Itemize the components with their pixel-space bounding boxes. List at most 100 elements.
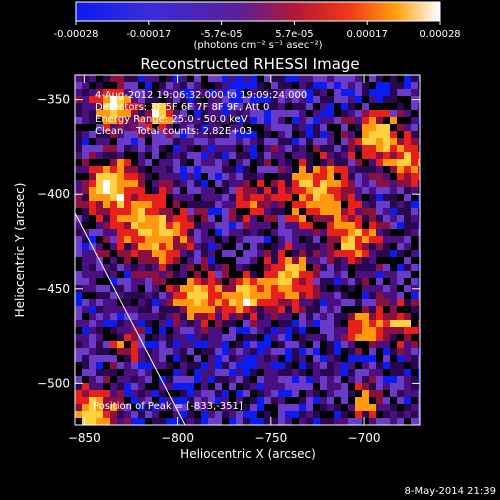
- heatmap-cell: [411, 390, 418, 397]
- heatmap-cell: [327, 306, 334, 313]
- heatmap-cell: [145, 320, 152, 327]
- heatmap-cell: [208, 180, 215, 187]
- heatmap-cell: [383, 383, 390, 390]
- heatmap-cell: [145, 75, 152, 82]
- heatmap-cell: [313, 215, 320, 222]
- heatmap-cell: [173, 180, 180, 187]
- heatmap-cell: [152, 376, 159, 383]
- heatmap-cell: [243, 82, 250, 89]
- heatmap-cell: [355, 96, 362, 103]
- heatmap-cell: [215, 89, 222, 96]
- heatmap-cell: [152, 362, 159, 369]
- heatmap-cell: [390, 173, 397, 180]
- heatmap-cell: [187, 355, 194, 362]
- heatmap-cell: [306, 187, 313, 194]
- heatmap-cell: [75, 341, 82, 348]
- heatmap-cell: [124, 285, 131, 292]
- heatmap-cell: [89, 292, 96, 299]
- heatmap-cell: [194, 222, 201, 229]
- y-axis-label: Heliocentric Y (arcsec): [13, 183, 27, 318]
- heatmap-cell: [264, 264, 271, 271]
- heatmap-cell: [131, 404, 138, 411]
- heatmap-cell: [96, 411, 103, 418]
- heatmap-cell: [334, 117, 341, 124]
- heatmap-cell: [173, 376, 180, 383]
- heatmap-cell: [285, 264, 292, 271]
- heatmap-cell: [404, 89, 411, 96]
- heatmap-cell: [222, 222, 229, 229]
- heatmap-cell: [110, 292, 117, 299]
- heatmap-cell: [194, 208, 201, 215]
- heatmap-cell: [418, 390, 420, 397]
- heatmap-cell: [418, 166, 420, 173]
- heatmap-cell: [327, 299, 334, 306]
- heatmap-cell: [229, 117, 236, 124]
- heatmap-cell: [411, 278, 418, 285]
- heatmap-cell: [96, 96, 103, 103]
- heatmap-cell: [327, 159, 334, 166]
- heatmap-cell: [96, 313, 103, 320]
- heatmap-cell: [215, 250, 222, 257]
- heatmap-cell: [264, 411, 271, 418]
- heatmap-cell: [341, 229, 348, 236]
- heatmap-cell: [278, 96, 285, 103]
- heatmap-cell: [390, 320, 397, 327]
- heatmap-cell: [327, 103, 334, 110]
- heatmap-cell: [299, 82, 306, 89]
- heatmap-cell: [173, 264, 180, 271]
- heatmap-cell: [299, 418, 306, 425]
- heatmap-cell: [355, 229, 362, 236]
- heatmap-cell: [96, 355, 103, 362]
- heatmap-cell: [138, 159, 145, 166]
- heatmap-cell: [397, 327, 404, 334]
- heatmap-cell: [411, 271, 418, 278]
- heatmap-cell: [222, 327, 229, 334]
- heatmap-cell: [131, 327, 138, 334]
- heatmap-cell: [397, 320, 404, 327]
- heatmap-cell: [117, 404, 124, 411]
- heatmap-cell: [250, 411, 257, 418]
- heatmap-cell: [229, 411, 236, 418]
- heatmap-cell: [390, 355, 397, 362]
- heatmap-cell: [362, 313, 369, 320]
- heatmap-cell: [103, 124, 110, 131]
- heatmap-cell: [236, 285, 243, 292]
- heatmap-cell: [355, 250, 362, 257]
- heatmap-cell: [376, 369, 383, 376]
- heatmap-cell: [348, 306, 355, 313]
- heatmap-cell: [243, 257, 250, 264]
- heatmap-cell: [145, 334, 152, 341]
- heatmap-cell: [236, 236, 243, 243]
- heatmap-cell: [131, 166, 138, 173]
- heatmap-cell: [173, 124, 180, 131]
- heatmap-cell: [397, 187, 404, 194]
- heatmap-cell: [383, 334, 390, 341]
- heatmap-cell: [75, 362, 82, 369]
- heatmap-cell: [271, 411, 278, 418]
- heatmap-cell: [222, 369, 229, 376]
- heatmap-cell: [278, 236, 285, 243]
- heatmap-cell: [180, 411, 187, 418]
- heatmap-cell: [166, 264, 173, 271]
- heatmap-cell: [264, 152, 271, 159]
- heatmap-cell: [201, 110, 208, 117]
- heatmap-cell: [117, 341, 124, 348]
- heatmap-cell: [390, 243, 397, 250]
- x-tick-label: −700: [348, 431, 381, 445]
- heatmap-cell: [152, 341, 159, 348]
- heatmap-cell: [271, 257, 278, 264]
- heatmap-cell: [215, 383, 222, 390]
- heatmap-cell: [180, 320, 187, 327]
- heatmap-cell: [369, 215, 376, 222]
- heatmap-cell: [376, 236, 383, 243]
- heatmap-cell: [278, 355, 285, 362]
- heatmap-cell: [411, 411, 418, 418]
- heatmap-cell: [194, 271, 201, 278]
- heatmap-cell: [236, 348, 243, 355]
- heatmap-cell: [313, 264, 320, 271]
- heatmap-cell: [376, 306, 383, 313]
- heatmap-cell: [341, 278, 348, 285]
- heatmap-cell: [243, 390, 250, 397]
- heatmap-cell: [152, 138, 159, 145]
- heatmap-cell: [152, 257, 159, 264]
